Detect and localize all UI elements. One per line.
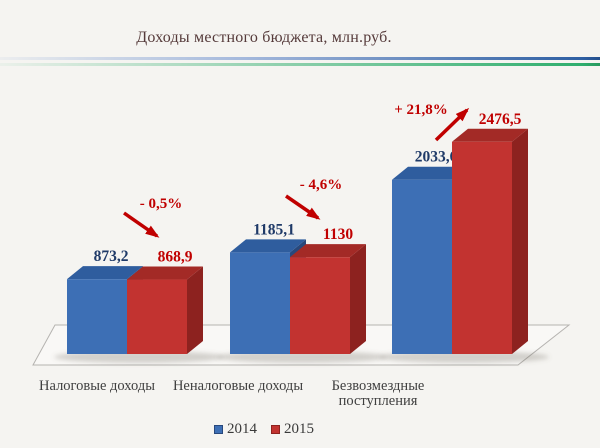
value-label: 873,2: [94, 248, 129, 265]
bar-2014-0: [67, 279, 127, 354]
bar-2014-2: [392, 179, 452, 354]
bar-side-2015: [187, 266, 203, 354]
bar-top-2015: [452, 128, 528, 142]
bar-2015-2: [452, 141, 512, 354]
legend-item-2014: 2014: [214, 421, 257, 438]
bar-top-2015: [290, 244, 366, 258]
value-label: 1185,1: [253, 221, 295, 238]
legend-swatch-2015: [271, 425, 280, 434]
value-label: 2476,5: [479, 111, 522, 128]
legend-swatch-2014: [214, 425, 223, 434]
legend-label-2015: 2015: [284, 421, 314, 437]
change-arrow: [434, 107, 470, 142]
legend-label-2014: 2014: [227, 421, 257, 437]
bar-2015-1: [290, 257, 350, 354]
percent-change-label: - 4,6%: [300, 177, 343, 193]
chart-legend: 2014 2015: [0, 421, 528, 438]
page-title: Доходы местного бюджета, млн.руб.: [136, 29, 392, 46]
bar-top-2015: [127, 266, 203, 280]
percent-change-label: + 21,8%: [394, 102, 448, 118]
change-arrow: [122, 211, 160, 238]
bar-top-2014: [230, 239, 306, 253]
percent-change-label: - 0,5%: [140, 196, 183, 212]
value-label: 1130: [323, 226, 353, 243]
value-label: 868,9: [158, 249, 193, 266]
bar-top-2014: [67, 266, 143, 280]
category-label-2: Неналоговые доходы: [172, 378, 304, 394]
category-label-1: Налоговые доходы: [39, 378, 155, 394]
bar-side-2015: [512, 128, 528, 354]
legend-item-2015: 2015: [271, 421, 314, 438]
divider-line-green: [0, 63, 600, 66]
category-label-3: Безвозмездные поступления: [331, 378, 425, 409]
bar-top-2014: [392, 166, 468, 180]
bar-2014-1: [230, 252, 290, 354]
divider-line-blue: [0, 57, 600, 60]
bar-2015-0: [127, 279, 187, 354]
change-arrow: [285, 194, 321, 220]
value-label: 2033,6: [415, 149, 458, 166]
bar-side-2015: [350, 244, 366, 354]
